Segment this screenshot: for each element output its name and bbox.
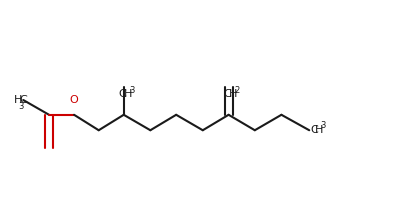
Text: C: C — [310, 125, 318, 135]
Text: 3: 3 — [18, 102, 23, 111]
Text: H: H — [14, 95, 22, 105]
Text: H: H — [124, 89, 132, 99]
Text: C: C — [223, 89, 231, 99]
Text: 3: 3 — [320, 121, 326, 130]
Text: C: C — [20, 95, 27, 105]
Text: H: H — [315, 125, 324, 135]
Text: O: O — [70, 95, 78, 105]
Text: H: H — [228, 89, 237, 99]
Text: C: C — [118, 89, 126, 99]
Text: 3: 3 — [130, 86, 135, 95]
Text: 2: 2 — [235, 86, 240, 95]
